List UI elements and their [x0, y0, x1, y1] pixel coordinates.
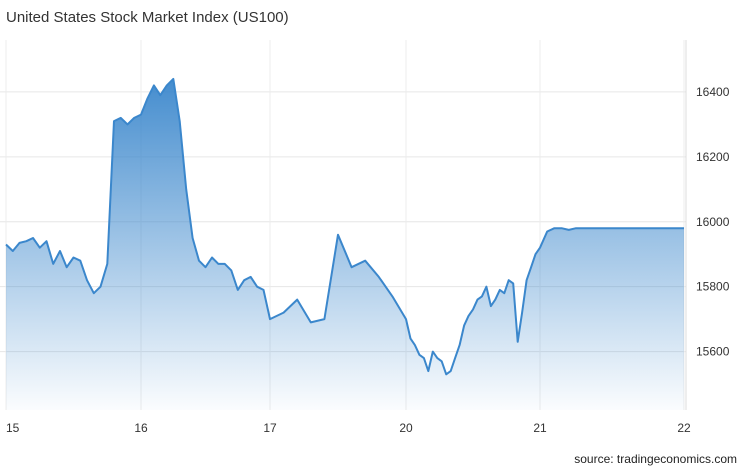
x-tick-label: 15 [6, 421, 20, 435]
y-tick-label: 16000 [696, 215, 730, 229]
y-tick-label: 16400 [696, 85, 730, 99]
series-area [6, 78, 684, 411]
source-label: source: tradingeconomics.com [574, 452, 737, 466]
y-tick-label: 16200 [696, 150, 730, 164]
chart-title: United States Stock Market Index (US100) [6, 9, 289, 26]
x-tick-label: 17 [263, 421, 277, 435]
y-tick-label: 15600 [696, 345, 730, 359]
x-tick-label: 22 [677, 421, 691, 435]
x-tick-label: 16 [134, 421, 148, 435]
axes: 15600 15800 16000 16200 16400 15 16 17 20 21 22 [6, 85, 730, 435]
y-tick-label: 15800 [696, 280, 730, 294]
x-tick-label: 21 [533, 421, 547, 435]
x-tick-label: 20 [399, 421, 413, 435]
series-line [5, 77, 684, 376]
